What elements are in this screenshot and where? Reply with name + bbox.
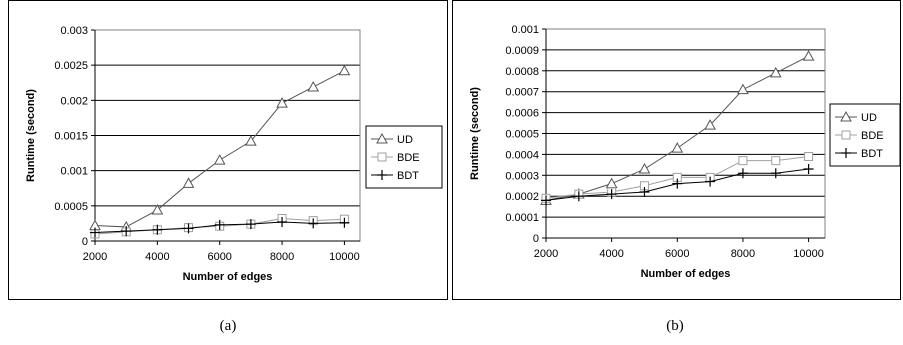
- chart-a-series-bdt: [90, 217, 350, 238]
- chart-b-svg: 0 0.0001 0.0002 0.0003 0.0004 0.0005 0.0006 0.0…: [452, 0, 901, 300]
- chart-a-point-bdt: [308, 218, 319, 229]
- chart-b-xtick-label: 10000: [793, 248, 824, 260]
- chart-b-point-bdt: [737, 168, 748, 179]
- chart-b-point-ud: [704, 119, 716, 130]
- chart-a-ytick-label: 0.0005: [54, 201, 88, 213]
- chart-b-point-bdt: [639, 187, 650, 198]
- chart-b-ytick-label: 0.0009: [505, 45, 539, 57]
- chart-a-point-bdt: [121, 226, 132, 237]
- chart-b-point-bdt: [803, 164, 814, 175]
- chart-a-xtick-label: 4000: [145, 251, 169, 263]
- chart-b-legend-marker-bde: [841, 130, 851, 140]
- chart-b-series-bdt: [541, 164, 814, 206]
- chart-a-point-bdt: [90, 227, 100, 238]
- chart-b-point-bdt: [705, 176, 716, 187]
- chart-b-legend-label-bde: BDE: [861, 130, 884, 142]
- chart-b-ytick-label: 0.0007: [505, 87, 539, 99]
- chart-b-x-axis-title: Number of edges: [641, 268, 731, 280]
- chart-a-legend-label-bde: BDE: [397, 152, 420, 164]
- chart-panel-a: 0 0.0005 0.001 0.0015 0.002 0.0025 0.003 2000 40…: [8, 0, 456, 310]
- chart-a-point-ud: [213, 154, 226, 165]
- chart-b-point-ud: [802, 50, 815, 61]
- chart-b-point-bdt: [770, 168, 781, 179]
- chart-a-point-bdt: [277, 217, 288, 228]
- chart-a-xtick-label: 8000: [270, 251, 294, 263]
- chart-a-point-bdt: [152, 224, 163, 235]
- chart-b-legend-marker-bdt: [841, 148, 851, 158]
- chart-a-legend-marker-bdt: [377, 170, 387, 180]
- chart-b-point-bde: [804, 151, 814, 161]
- chart-a-ytick-label: 0.0025: [54, 60, 88, 72]
- chart-a-y-axis-title: Runtime (second): [25, 89, 37, 182]
- chart-b-ytick-label: 0: [533, 233, 539, 245]
- chart-a-legend-marker-bde: [377, 152, 387, 162]
- chart-b-legend-label-bdt: BDT: [861, 148, 883, 160]
- chart-b-ytick-label: 0.0008: [505, 66, 539, 78]
- chart-b-ytick-label: 0.0005: [505, 129, 539, 141]
- chart-a-xtick-label: 10000: [329, 251, 360, 263]
- caption-a: (a): [219, 318, 237, 334]
- chart-b-y-axis-title: Runtime (second): [469, 87, 481, 180]
- chart-b-xtick-label: 6000: [665, 248, 689, 260]
- chart-b-point-ud: [671, 142, 684, 153]
- chart-a-ytick-label: 0.001: [60, 166, 88, 178]
- chart-a-legend-marker-ud: [376, 132, 388, 144]
- chart-panel-b: 0 0.0001 0.0002 0.0003 0.0004 0.0005 0.0006 0.0…: [452, 0, 901, 310]
- chart-a-point-ud: [307, 80, 320, 92]
- caption-b: (b): [666, 318, 684, 334]
- chart-b-ytick-label: 0.0001: [505, 212, 539, 224]
- chart-a-point-ud: [245, 135, 257, 146]
- chart-a-xtick-label: 2000: [83, 251, 107, 263]
- chart-b-legend-marker-ud: [840, 110, 852, 122]
- chart-b-point-bdt: [573, 191, 584, 202]
- chart-b-ytick-label: 0.0003: [505, 170, 539, 182]
- chart-a-point-ud: [276, 97, 288, 108]
- chart-a-point-ud: [338, 64, 351, 76]
- chart-b-point-bdt: [606, 189, 617, 200]
- chart-a-point-bdt: [339, 217, 350, 228]
- chart-a-point-ud: [151, 204, 164, 215]
- chart-b-legend-label-ud: UD: [861, 112, 877, 124]
- chart-b-ytick-label: 0.0006: [505, 108, 539, 120]
- chart-a-legend-label-bdt: BDT: [397, 170, 419, 182]
- chart-b-point-ud: [737, 83, 749, 95]
- chart-b-point-bde: [771, 156, 781, 166]
- chart-a-point-bdt: [183, 223, 194, 234]
- chart-a-point-ud: [182, 177, 195, 188]
- chart-b-ytick-label: 0.0002: [505, 191, 539, 203]
- chart-a-xtick-label: 6000: [207, 251, 231, 263]
- chart-b-point-ud: [769, 66, 782, 78]
- chart-b-ytick-label: 0.0004: [505, 149, 539, 161]
- chart-b-point-bde: [738, 156, 748, 166]
- chart-a-svg: 0 0.0005 0.001 0.0015 0.002 0.0025 0.003 2000 40…: [8, 0, 448, 300]
- chart-a-ytick-label: 0: [82, 236, 88, 248]
- chart-b-series-ud: [540, 50, 815, 205]
- chart-b-xtick-label: 4000: [599, 248, 623, 260]
- chart-b-xtick-label: 2000: [534, 248, 558, 260]
- chart-a-point-bdt: [214, 219, 225, 230]
- chart-a-x-axis-title: Number of edges: [183, 271, 273, 283]
- chart-b-xtick-label: 8000: [731, 248, 755, 260]
- chart-a-ytick-label: 0.0015: [54, 131, 88, 143]
- chart-a-ytick-label: 0.002: [60, 95, 88, 107]
- chart-b-ytick-label: 0.001: [511, 24, 539, 36]
- chart-b-point-bdt: [541, 195, 551, 206]
- chart-a-ytick-label: 0.003: [60, 25, 88, 37]
- chart-a-point-bdt: [245, 219, 256, 230]
- chart-a-legend-label-ud: UD: [397, 134, 413, 146]
- chart-b-point-ud: [638, 163, 651, 174]
- chart-b-point-bdt: [672, 178, 683, 189]
